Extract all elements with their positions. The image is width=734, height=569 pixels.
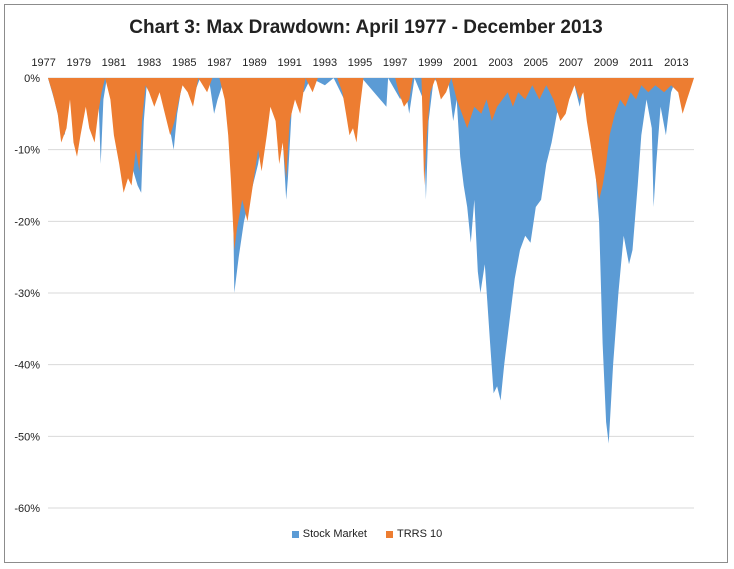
x-tick-label: 1977 (31, 57, 55, 69)
x-tick-label: 1999 (418, 57, 442, 69)
legend-item-stock-market: Stock Market (291, 528, 367, 540)
y-tick-label: -20% (14, 216, 40, 228)
x-tick-label: 2009 (594, 57, 618, 69)
y-tick-label: -60% (14, 503, 40, 515)
x-tick-label: 1981 (102, 57, 126, 69)
area-trrs-10 (48, 78, 694, 250)
area-stock-market (48, 78, 694, 444)
y-tick-label: -40% (14, 360, 40, 372)
legend-swatch-stock-market (291, 530, 299, 538)
x-tick-label: 1997 (383, 57, 407, 69)
x-tick-label: 1993 (313, 57, 337, 69)
legend-swatch-trrs-10 (386, 530, 393, 538)
y-tick-label: -50% (14, 431, 40, 443)
x-tick-label: 2013 (664, 57, 688, 69)
x-tick-labels: 1977 1979 1981 1983 1985 1987 1989 1991 1993 1995… (31, 57, 688, 69)
x-tick-label: 1989 (242, 57, 266, 69)
legend: Stock Market TRRS 10 (0, 528, 734, 541)
x-tick-label: 2003 (488, 57, 512, 69)
x-tick-label: 1979 (67, 57, 91, 69)
x-tick-label: 1991 (277, 57, 301, 69)
y-tick-label: -30% (14, 288, 40, 300)
legend-item-trrs-10: TRRS 10 (386, 528, 442, 540)
x-tick-label: 1995 (348, 57, 372, 69)
legend-label-trrs-10: TRRS 10 (397, 528, 443, 540)
y-tick-label: 0% (24, 73, 40, 85)
series-areas (48, 78, 694, 444)
y-tick-labels: 0% -10% -20% -30% -40% -50% -60% (14, 73, 40, 515)
x-tick-label: 2005 (524, 57, 548, 69)
x-tick-label: 2011 (629, 57, 653, 69)
legend-label-stock-market: Stock Market (302, 528, 367, 540)
x-tick-label: 1987 (207, 57, 231, 69)
x-tick-label: 2007 (559, 57, 583, 69)
x-tick-label: 1985 (172, 57, 196, 69)
x-tick-label: 2001 (453, 57, 477, 69)
x-tick-label: 1983 (137, 57, 161, 69)
y-tick-label: -10% (14, 145, 40, 157)
chart-title: Chart 3: Max Drawdown: April 1977 - Dece… (129, 17, 603, 38)
